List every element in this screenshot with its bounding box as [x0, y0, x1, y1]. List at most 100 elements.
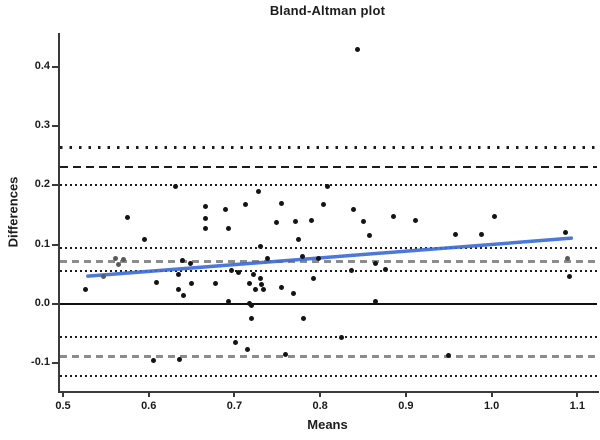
y-tick-label: 0.1 [34, 237, 50, 250]
y-tick [52, 65, 58, 68]
data-point [121, 257, 127, 263]
data-point [273, 220, 279, 226]
data-point [153, 279, 159, 285]
data-point [250, 272, 256, 278]
data-point [259, 281, 265, 287]
data-point [279, 200, 285, 206]
data-point [213, 280, 219, 286]
x-tick-label: 1.0 [483, 400, 500, 412]
data-point [247, 280, 253, 286]
x-tick-label: 0.8 [312, 400, 328, 412]
data-point [257, 276, 263, 281]
data-point [257, 243, 263, 249]
x-tick-label: 0.5 [55, 400, 71, 412]
data-point [261, 287, 267, 293]
x-tick-label: 1.1 [569, 400, 585, 412]
data-point [236, 270, 242, 276]
y-tick [52, 303, 58, 305]
y-tick [52, 184, 58, 187]
data-point [478, 231, 484, 237]
data-point [151, 358, 157, 364]
data-point [249, 316, 255, 322]
data-point [202, 216, 208, 222]
x-tick [319, 391, 322, 397]
data-point [491, 214, 497, 220]
data-point [564, 256, 570, 262]
data-point [321, 201, 327, 207]
y-tick-label: 0.0 [34, 297, 50, 309]
data-point [172, 184, 178, 190]
data-point [116, 262, 122, 268]
data-point [181, 292, 187, 298]
x-tick-label: 0.7 [226, 400, 243, 412]
data-point [124, 214, 130, 220]
data-point [176, 272, 182, 278]
data-point [100, 274, 106, 280]
data-point [223, 207, 229, 213]
data-point [372, 299, 378, 305]
mean-ci-lower [60, 270, 597, 273]
y-tick [52, 243, 58, 246]
plot-area: 0.5 0.6 0.7 0.8 0.9 1.0 1.1 -0.1 0.0 0.1 0.2 0.3 0.4 [31, 33, 599, 412]
upper-loa [60, 166, 597, 169]
data-point [300, 315, 306, 321]
y-tick-label: 0.3 [34, 119, 50, 132]
data-point [446, 353, 452, 359]
data-point [244, 346, 250, 352]
data-point [179, 257, 185, 263]
data-point [315, 255, 321, 261]
y-tick [52, 125, 58, 128]
x-axis-label: Means [307, 417, 348, 432]
x-tick [147, 391, 150, 397]
data-point [310, 276, 316, 281]
lower-loa-ci-lower [60, 374, 597, 377]
data-point [351, 206, 357, 212]
data-point [82, 286, 88, 292]
lower-loa [60, 355, 597, 359]
data-point [360, 219, 366, 225]
data-point [202, 204, 208, 210]
data-point [372, 260, 378, 266]
data-point [382, 266, 388, 272]
y-tick-label: 0.4 [34, 59, 50, 72]
data-point [367, 232, 373, 238]
data-point [252, 287, 258, 293]
x-tick [233, 391, 236, 397]
data-point [249, 303, 255, 309]
data-point [225, 225, 231, 231]
data-point [412, 218, 418, 224]
data-point [177, 357, 183, 363]
data-point [296, 237, 302, 243]
data-point [202, 225, 208, 231]
upper-loa-ci-upper [60, 146, 597, 149]
data-point [349, 267, 355, 273]
x-tick-label: 0.9 [398, 400, 414, 412]
data-point [325, 184, 331, 190]
data-point [355, 46, 361, 52]
data-point [292, 219, 298, 225]
y-tick [52, 362, 58, 365]
mean-ci-upper [60, 247, 597, 250]
data-point [176, 287, 182, 293]
data-point [299, 254, 305, 260]
trend-line [86, 236, 574, 278]
data-point [309, 218, 315, 224]
x-tick [62, 391, 64, 397]
data-point [562, 230, 568, 236]
data-point [453, 231, 459, 237]
data-point [189, 280, 195, 286]
data-point [112, 255, 118, 261]
data-point [291, 290, 297, 296]
mean-difference [60, 259, 597, 263]
data-point [283, 351, 289, 357]
y-tick-label: -0.1 [31, 356, 50, 369]
zero-line [60, 303, 597, 305]
data-point [232, 340, 238, 346]
data-point [141, 236, 147, 242]
data-point [339, 335, 345, 341]
data-point [567, 273, 573, 279]
lower-loa-ci-upper [60, 335, 597, 338]
data-point [264, 255, 270, 261]
data-point [279, 285, 285, 291]
